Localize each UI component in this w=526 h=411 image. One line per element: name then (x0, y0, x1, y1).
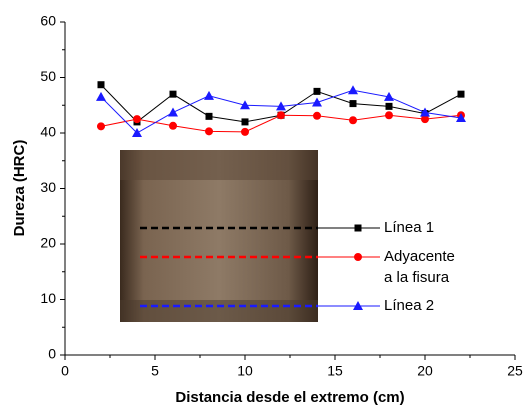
data-point (97, 122, 105, 130)
data-point (458, 91, 465, 98)
data-point (205, 127, 213, 135)
data-point (204, 91, 214, 100)
legend-label: Línea 1 (384, 217, 466, 238)
legend-marker (355, 225, 362, 232)
legend-label: Línea 2 (384, 295, 466, 316)
data-point (170, 91, 177, 98)
x-tick-label: 25 (507, 363, 523, 379)
data-point (348, 85, 358, 94)
page: Distancia desde el extremo (cm) Dureza (… (0, 0, 526, 411)
chart: Distancia desde el extremo (cm) Dureza (… (0, 0, 526, 411)
x-tick-label: 0 (61, 363, 69, 379)
data-point (277, 111, 285, 119)
y-tick-label: 50 (40, 68, 56, 84)
y-tick-label: 0 (48, 346, 56, 362)
y-tick-label: 20 (40, 235, 56, 251)
data-point (313, 112, 321, 120)
data-point (169, 122, 177, 130)
legend-marker (354, 253, 362, 261)
x-tick-label: 10 (237, 363, 253, 379)
data-point (314, 88, 321, 95)
data-point (386, 103, 393, 110)
data-point (385, 111, 393, 119)
legend-label: Adyacente a la fisura (384, 246, 466, 288)
data-point (206, 113, 213, 120)
y-tick-label: 10 (40, 290, 56, 306)
x-axis-label: Distancia desde el extremo (cm) (175, 389, 404, 406)
data-point (133, 115, 141, 123)
data-point (96, 92, 106, 101)
y-axis-label: Dureza (HRC) (11, 140, 28, 237)
y-tick-label: 60 (40, 13, 56, 29)
data-point (98, 81, 105, 88)
data-point (312, 97, 322, 106)
data-point (350, 100, 357, 107)
data-point (241, 128, 249, 136)
x-tick-label: 20 (417, 363, 433, 379)
data-point (168, 107, 178, 116)
data-point (349, 116, 357, 124)
y-tick-label: 30 (40, 179, 56, 195)
inset-photo (120, 150, 318, 322)
x-tick-label: 5 (151, 363, 159, 379)
data-point (242, 118, 249, 125)
x-tick-label: 15 (327, 363, 343, 379)
y-tick-label: 40 (40, 124, 56, 140)
